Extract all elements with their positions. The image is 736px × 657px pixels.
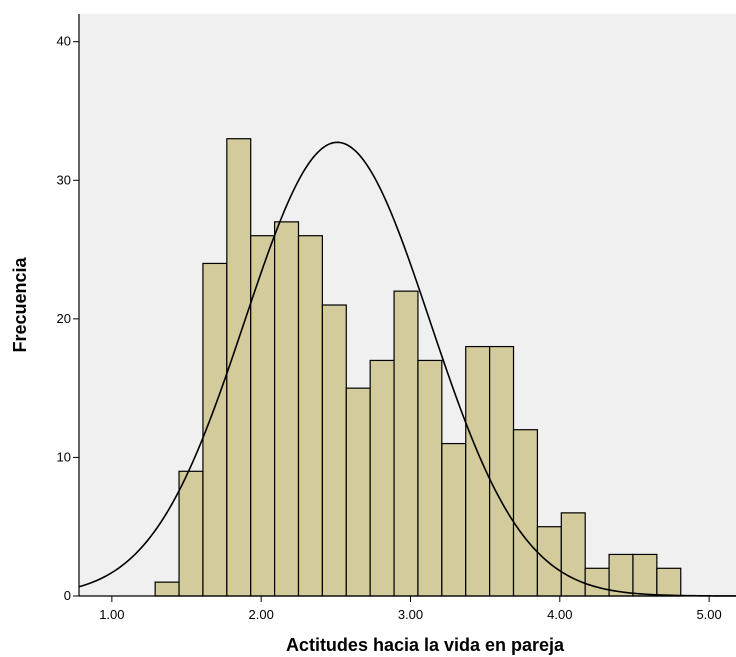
x-tick-label: 5.00 (696, 607, 721, 622)
histogram-bar (512, 429, 539, 597)
x-tick-label: 2.00 (249, 607, 274, 622)
y-tick-label: 20 (57, 311, 71, 326)
histogram-bar (584, 567, 610, 597)
histogram-bar (274, 221, 300, 597)
x-axis-title: Actitudes hacia la vida en pareja (286, 635, 565, 655)
x-tick-label: 1.00 (99, 607, 124, 622)
y-tick-label: 0 (64, 588, 71, 603)
y-tick-label: 10 (57, 449, 71, 464)
x-tick-label: 4.00 (547, 607, 572, 622)
histogram-bar (178, 470, 204, 597)
histogram-bar (345, 387, 371, 597)
x-tick-label: 3.00 (398, 607, 423, 622)
y-tick-label: 40 (57, 34, 71, 49)
histogram-bar (393, 290, 419, 597)
histogram-bar (441, 442, 467, 597)
histogram-bars (154, 138, 682, 597)
histogram-bar (560, 512, 586, 597)
histogram-bar (250, 235, 276, 597)
histogram-bar (321, 304, 347, 597)
normal-curve (78, 141, 736, 597)
histogram-bar (536, 526, 562, 597)
histogram-bar (656, 567, 682, 597)
histogram-bar (417, 359, 443, 597)
histogram-bar (226, 138, 252, 597)
x-axis-ticks: 1.00 2.00 3.00 4.00 5.00 (99, 596, 722, 622)
histogram-bar (297, 235, 323, 597)
histogram-bar (154, 581, 180, 597)
y-axis-ticks: 0 10 20 30 40 (57, 34, 79, 603)
y-axis-title: Frecuencia (10, 256, 30, 352)
histogram-bar (489, 345, 515, 597)
histogram-bar (369, 359, 395, 597)
axes (78, 14, 736, 597)
y-tick-label: 30 (57, 172, 71, 187)
histogram-bar (632, 553, 658, 597)
